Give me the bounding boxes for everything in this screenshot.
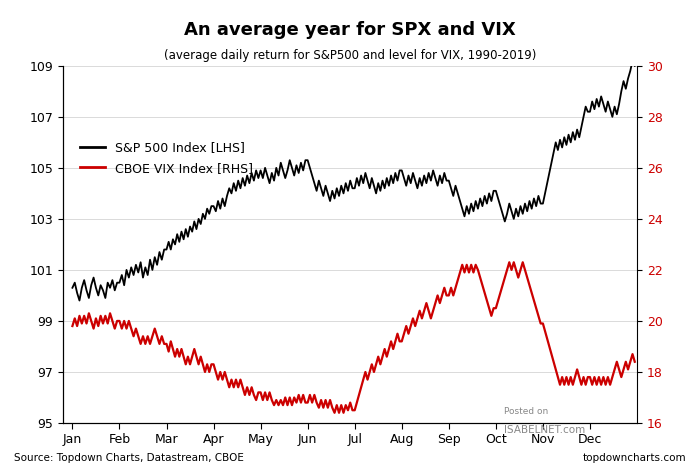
Text: topdowncharts.com: topdowncharts.com (582, 453, 686, 463)
Text: Posted on: Posted on (504, 407, 548, 416)
Title: An average year for SPX and VIX: An average year for SPX and VIX (184, 21, 516, 39)
Text: (average daily return for S&P500 and level for VIX, 1990-2019): (average daily return for S&P500 and lev… (164, 49, 536, 63)
Legend: S&P 500 Index [LHS], CBOE VIX Index [RHS]: S&P 500 Index [LHS], CBOE VIX Index [RHS… (75, 136, 258, 180)
Text: ISABELNET.com: ISABELNET.com (504, 425, 585, 435)
Text: Source: Topdown Charts, Datastream, CBOE: Source: Topdown Charts, Datastream, CBOE (14, 453, 244, 463)
